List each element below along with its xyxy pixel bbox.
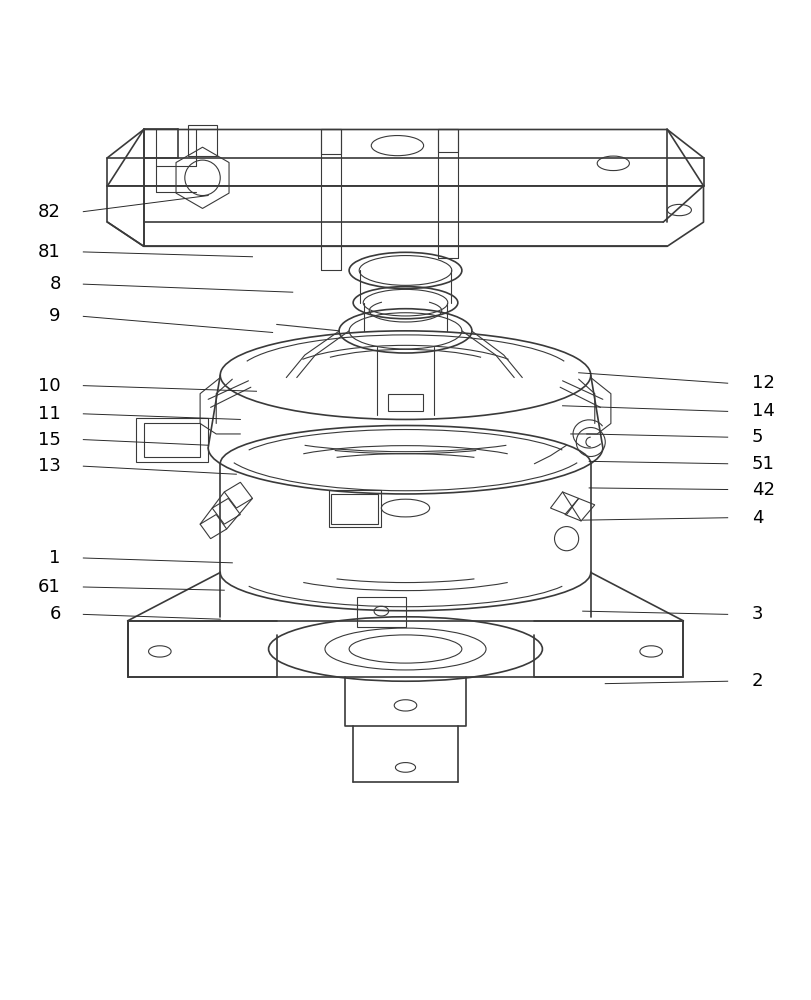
Text: 4: 4 [752,509,763,527]
Text: 10: 10 [38,377,61,395]
Text: 1: 1 [49,549,61,567]
Text: 81: 81 [38,243,61,261]
Text: 5: 5 [752,428,763,446]
Bar [135,418,208,462]
Text: 12: 12 [752,374,775,392]
Bar [321,129,341,154]
Text: 6: 6 [49,605,61,623]
Text: 9: 9 [49,307,61,325]
Text: 3: 3 [752,605,763,623]
Bar [188,125,217,156]
Text: 14: 14 [752,402,775,420]
Bar [144,423,200,457]
Bar [332,494,378,524]
Bar [357,597,406,627]
Text: 13: 13 [38,457,61,475]
Text: 8: 8 [49,275,61,293]
Text: 82: 82 [38,203,61,221]
Bar [388,394,423,411]
Text: 61: 61 [38,578,61,596]
Text: 15: 15 [38,431,61,449]
Text: 42: 42 [752,481,775,499]
Bar [329,490,381,527]
Text: 11: 11 [38,405,61,423]
Text: 51: 51 [752,455,775,473]
Bar [438,129,458,152]
Text: 2: 2 [752,672,763,690]
